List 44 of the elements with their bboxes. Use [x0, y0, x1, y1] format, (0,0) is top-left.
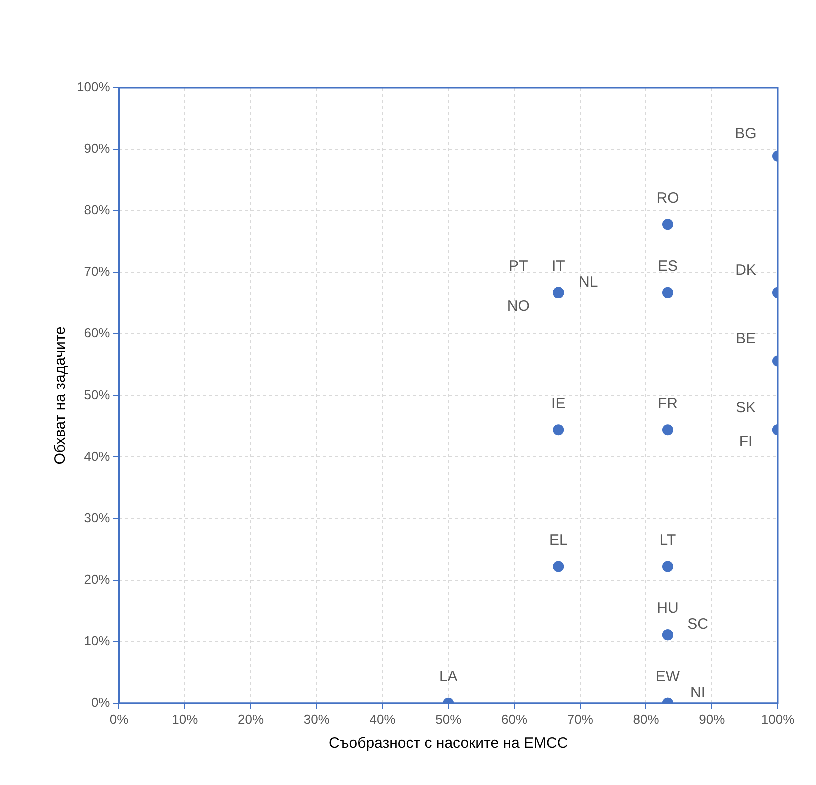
- y-tick-label: 60%: [84, 326, 111, 341]
- data-label: NL: [579, 274, 598, 292]
- x-tick-label: 50%: [436, 712, 462, 727]
- x-tick-label: 90%: [699, 712, 726, 727]
- x-tick-label: 60%: [501, 712, 528, 727]
- data-label: LT: [660, 532, 676, 549]
- data-label: NO: [507, 298, 530, 316]
- data-label: SK: [736, 399, 756, 416]
- data-label: IE: [552, 395, 566, 412]
- data-label: LA: [439, 668, 458, 686]
- data-label: BE: [736, 330, 756, 348]
- y-tick-label: 40%: [84, 448, 111, 464]
- x-tick-label: 100%: [761, 712, 796, 727]
- y-tick-label: 50%: [84, 387, 111, 402]
- data-label: PT: [509, 258, 528, 276]
- data-label: HU: [657, 600, 679, 618]
- y-tick-label: 80%: [84, 202, 111, 218]
- data-label: RO: [656, 190, 680, 207]
- x-tick-label: 30%: [304, 712, 330, 727]
- y-tick-label: 20%: [84, 572, 111, 587]
- data-label: DK: [736, 262, 756, 280]
- y-tick-label: 30%: [84, 510, 111, 526]
- x-axis-title: Съобразност с насоките на ЕМСС: [329, 735, 568, 752]
- x-tick-label: 10%: [172, 712, 199, 727]
- x-tick-label: 40%: [370, 712, 396, 727]
- y-tick-label: 70%: [84, 264, 111, 280]
- data-label: ES: [658, 258, 678, 276]
- y-tick-label: 90%: [84, 141, 111, 156]
- data-label: EL: [549, 532, 568, 549]
- x-tick-label: 80%: [633, 712, 660, 727]
- y-tick-label: 100%: [77, 80, 111, 95]
- data-label: FR: [658, 395, 678, 412]
- data-label: NI: [690, 684, 706, 702]
- x-tick-label: 20%: [238, 712, 264, 727]
- data-label: IT: [552, 258, 566, 276]
- data-label: EW: [656, 668, 681, 686]
- x-tick-label: 0%: [110, 712, 130, 727]
- y-axis-title: Обхват на задачите: [52, 326, 70, 465]
- y-tick-label: 0%: [91, 694, 111, 710]
- data-label: SC: [688, 616, 709, 634]
- data-label: BG: [735, 125, 757, 142]
- y-tick-label: 10%: [84, 633, 111, 648]
- data-label: FI: [739, 433, 753, 450]
- x-tick-label: 70%: [567, 712, 594, 727]
